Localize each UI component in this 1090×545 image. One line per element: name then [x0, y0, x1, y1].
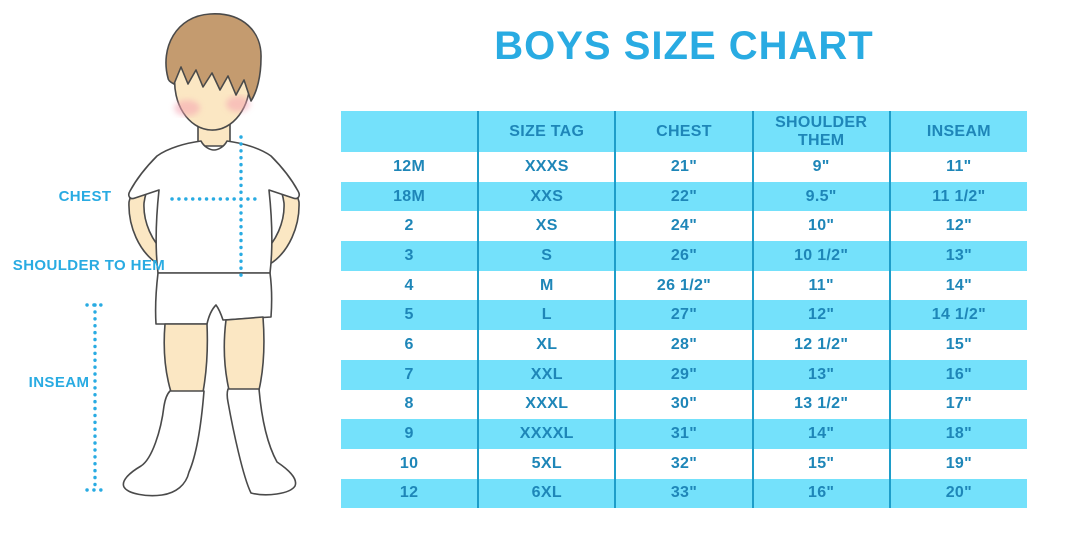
left-cheek — [174, 100, 200, 116]
table-cell: 5 — [341, 300, 479, 331]
chest-label: CHEST — [58, 188, 112, 205]
table-cell: 29" — [614, 359, 753, 390]
table-header-row: SIZE TAG CHEST SHOULDER THEM INSEAM — [341, 111, 1027, 152]
table-cell: 12M — [393, 157, 426, 175]
left-leg — [163, 323, 209, 393]
t-shirt — [128, 140, 300, 274]
table-cell: 9" — [751, 152, 890, 182]
table-cell: 14 1/2" — [888, 300, 1027, 331]
table-cell: 18" — [888, 419, 1027, 449]
table-cell: 22" — [614, 181, 753, 212]
table-cell: 16" — [888, 359, 1027, 390]
table-cell: 11 1/2" — [888, 181, 1027, 212]
table-cell: 14" — [888, 270, 1027, 301]
page-title: BOYS SIZE CHART — [494, 24, 874, 68]
table-row: 7 XXL 29" 13" 16" — [341, 359, 1027, 390]
table-cell: 30" — [614, 389, 753, 420]
table-row: 9 XXXXL 31" 14" 18" — [341, 419, 1027, 449]
table-cell: 31" — [614, 419, 753, 449]
table-cell: 10 — [399, 454, 419, 472]
table-cell: 10 1/2" — [751, 241, 890, 271]
table-cell: 11" — [751, 270, 890, 301]
table-row: 4 M 26 1/2" 11" 14" — [341, 270, 1027, 301]
table-cell: 13" — [751, 359, 890, 390]
table-cell: 6XL — [477, 478, 616, 509]
table-cell: 17" — [888, 389, 1027, 420]
table-row: 8 XXXL 30" 13 1/2" 17" — [341, 389, 1027, 420]
table-cell: 7 — [341, 359, 479, 390]
table-cell: XXXS — [477, 152, 616, 182]
table-cell: 12" — [751, 300, 890, 331]
table-cell: 20" — [888, 478, 1027, 509]
table-cell: XXXL — [477, 389, 616, 420]
table-cell: 15" — [751, 448, 890, 479]
size-table: SIZE TAG CHEST SHOULDER THEM INSEAM 12M X… — [341, 111, 1027, 509]
table-cell: M — [477, 270, 616, 301]
table-cell: 6 — [404, 335, 414, 353]
table-cell: 33" — [614, 478, 753, 509]
table-cell: 9.5" — [751, 181, 890, 212]
header-cell-shoulder-them: SHOULDER THEM — [751, 111, 890, 152]
header-cell-inseam: INSEAM — [888, 111, 1027, 152]
table-cell: 13" — [888, 241, 1027, 271]
table-row: 12 6XL 33" 16" 20" — [341, 478, 1027, 509]
table-cell: 16" — [751, 478, 890, 509]
table-cell: 24" — [614, 211, 753, 242]
table-cell: XXS — [477, 181, 616, 212]
table-cell: 15" — [888, 330, 1027, 360]
table-row: 10 5XL 32" 15" 19" — [341, 448, 1027, 479]
header-cell-chest: CHEST — [614, 111, 753, 152]
table-cell: 32" — [614, 448, 753, 479]
table-row: 18M XXS 22" 9.5" 11 1/2" — [341, 181, 1027, 212]
size-table-body: 12M XXXS 21" 9" 11" 18M XXS 22" 9.5" 11 1/2" 2 XS 24… — [341, 152, 1027, 509]
table-cell: 3 — [341, 241, 479, 271]
table-cell: XL — [477, 330, 616, 360]
table-cell: 26" — [614, 241, 753, 271]
table-row: 3 S 26" 10 1/2" 13" — [341, 241, 1027, 271]
table-row: 5 L 27" 12" 14 1/2" — [341, 300, 1027, 331]
table-cell: 11" — [888, 152, 1027, 182]
table-cell: S — [477, 241, 616, 271]
header-cell-size-tag: SIZE TAG — [477, 111, 616, 152]
table-cell: 9 — [341, 419, 479, 449]
table-cell: L — [477, 300, 616, 331]
boy-measurement-figure: CHEST SHOULDER TO HEM INSEAM — [0, 0, 340, 545]
table-cell: 2 — [404, 217, 414, 235]
left-sock — [122, 390, 205, 497]
right-leg — [223, 316, 265, 391]
shoulder-to-hem-label: SHOULDER TO HEM — [12, 257, 166, 274]
table-cell: 28" — [614, 330, 753, 360]
table-cell: 12 1/2" — [751, 330, 890, 360]
inseam-label: INSEAM — [28, 374, 90, 391]
table-cell: 21" — [614, 152, 753, 182]
table-cell: 10" — [751, 211, 890, 242]
table-cell: 14" — [751, 419, 890, 449]
table-cell: 18M — [341, 181, 479, 212]
table-cell: 19" — [888, 448, 1027, 479]
right-sock — [226, 388, 297, 496]
header-cell-size — [341, 111, 479, 152]
table-cell: 12 — [341, 478, 479, 509]
table-row: 6 XL 28" 12 1/2" 15" — [341, 330, 1027, 360]
shorts — [154, 272, 273, 325]
table-cell: 26 1/2" — [614, 270, 753, 301]
boy-illustration — [85, 13, 300, 497]
table-cell: 8 — [404, 395, 414, 413]
table-cell: XXL — [477, 359, 616, 390]
table-cell: 5XL — [477, 448, 616, 479]
table-cell: 12" — [888, 211, 1027, 242]
table-cell: XXXXL — [477, 419, 616, 449]
table-row: 12M XXXS 21" 9" 11" — [341, 152, 1027, 182]
hair — [165, 13, 262, 102]
table-cell: 13 1/2" — [751, 389, 890, 420]
table-cell: XS — [477, 211, 616, 242]
table-row: 2 XS 24" 10" 12" — [341, 211, 1027, 242]
table-cell: 27" — [614, 300, 753, 331]
table-cell: 4 — [404, 276, 414, 294]
right-cheek — [226, 96, 250, 112]
